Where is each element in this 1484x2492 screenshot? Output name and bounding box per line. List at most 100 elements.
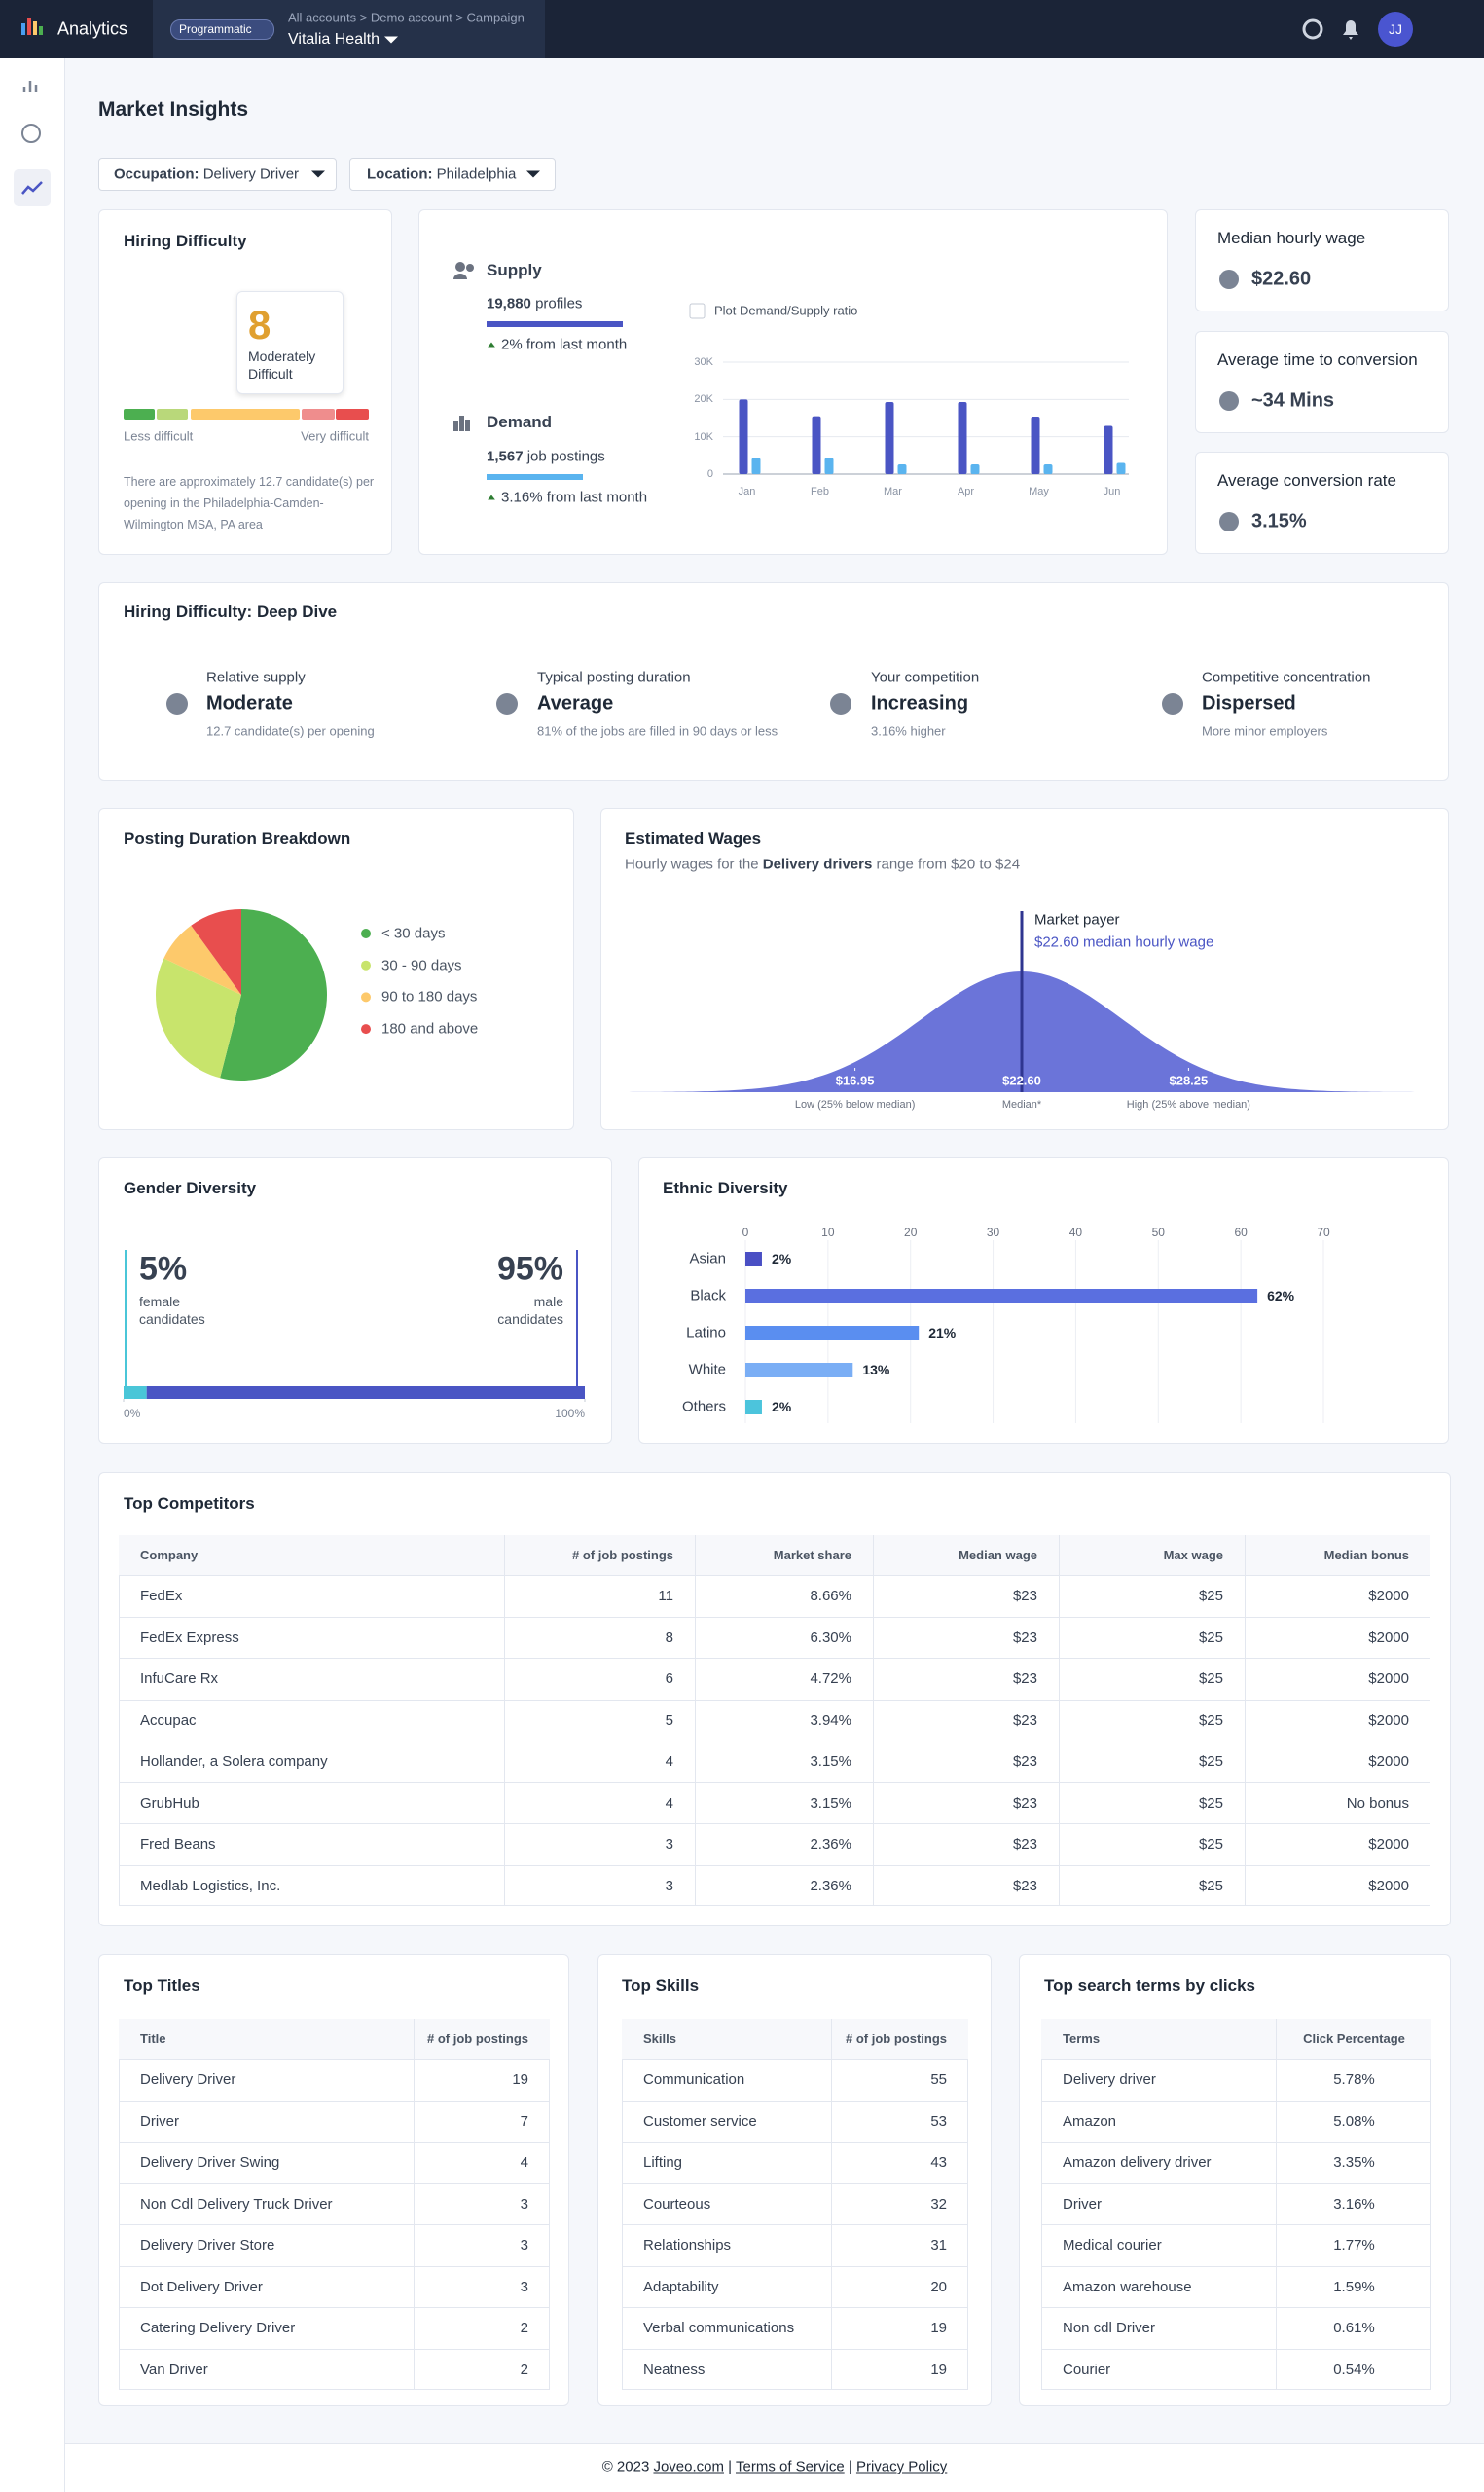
bar (958, 402, 967, 474)
x-tick-label: 70 (1317, 1226, 1330, 1239)
table-cell: 3.16% (1276, 2182, 1431, 2224)
scale-max-label: Very difficult (301, 428, 369, 444)
avatar[interactable] (1378, 12, 1413, 47)
deep-dive-icon (830, 693, 851, 715)
bar (812, 416, 821, 474)
table: Skills Communication Customer service Lifti… (622, 2019, 968, 2390)
legend-swatch (361, 960, 371, 971)
filter-button[interactable] (98, 158, 337, 191)
wage-caption: Low (25% below median) (794, 1099, 916, 1111)
x-tick-label: 60 (1234, 1226, 1248, 1239)
table-cell: 11 (504, 1575, 695, 1617)
table-cell: Non Cdl Delivery Truck Driver (119, 2182, 414, 2225)
table: Terms Delivery driver Amazon Amazon deliver… (1041, 2019, 1431, 2390)
filter[interactable]: Occupation: Delivery Driver (114, 166, 299, 183)
y-tick-label: Asian (689, 1250, 726, 1267)
table-cell: Customer service (622, 2100, 831, 2143)
table-cell: 7 (414, 2100, 550, 2142)
nav-reports[interactable] (22, 81, 38, 92)
x-tick-label: Jun (1103, 486, 1121, 497)
table-cell: Amazon (1041, 2100, 1276, 2143)
table-cell: 3.15% (695, 1781, 873, 1823)
table-cell: $23 (873, 1864, 1059, 1906)
y-tick-label: Others (681, 1398, 726, 1415)
x-tick-label: 100% (555, 1407, 585, 1420)
table-cell: 5 (504, 1699, 695, 1741)
y-tick-label: Black (690, 1287, 726, 1304)
column-header: Skills (622, 2019, 831, 2059)
x-tick-label: 20 (904, 1226, 918, 1239)
x-tick-label: Jan (738, 486, 756, 497)
score-popup (236, 291, 344, 394)
nav-insights[interactable] (21, 181, 43, 195)
metric-icon (1219, 512, 1239, 531)
percent-label: 95% (496, 1250, 563, 1288)
table-cell: 3 (414, 2182, 550, 2224)
help-icon[interactable] (1302, 18, 1323, 40)
table-cell: $2000 (1245, 1575, 1430, 1617)
table-cell: $25 (1059, 1699, 1245, 1741)
filter-label: Occupation: (114, 165, 199, 183)
value-label: 2% (771, 1399, 792, 1414)
table-cell: 4 (414, 2142, 550, 2183)
card-title: Posting Duration Breakdown (124, 829, 351, 848)
x-tick-label: 50 (1151, 1226, 1165, 1239)
metric-value: ~34 Mins (1251, 389, 1335, 412)
demand-icon (459, 416, 464, 431)
table-cell: $2000 (1245, 1616, 1430, 1658)
column-header: Median wage (873, 1535, 1059, 1575)
metric-value: 3.15% (1251, 510, 1307, 532)
x-tick-label: Feb (811, 486, 829, 497)
table-cell: 0.54% (1276, 2348, 1431, 2390)
metric-number: 1,567 (487, 448, 524, 465)
subtitle-part: range from $20 to $24 (872, 856, 1021, 873)
table-cell: 2 (414, 2348, 550, 2390)
footer-link[interactable]: Privacy Policy (855, 2458, 948, 2475)
nav-pie[interactable] (21, 124, 41, 143)
table-cell: 3.94% (695, 1699, 873, 1741)
table-cell: 19 (831, 2348, 968, 2390)
sidebar (0, 58, 65, 2492)
card (1195, 331, 1449, 433)
table-cell: Amazon delivery driver (1041, 2142, 1276, 2183)
deep-dive-note: 12.7 candidate(s) per opening (206, 723, 375, 739)
percent-caption: female candidates (139, 1294, 205, 1327)
notification-icon[interactable] (1343, 20, 1358, 40)
filter[interactable]: Location: Philadelphia (367, 166, 516, 183)
table-cell: Medlab Logistics, Inc. (119, 1864, 504, 1907)
logo-bar (39, 26, 43, 35)
table-cell: $25 (1059, 1823, 1245, 1865)
account-name[interactable]: Vitalia Health (288, 31, 380, 48)
legend-label: 90 to 180 days (381, 988, 478, 1006)
wage-value: $16.95 (835, 1073, 875, 1088)
up-arrow (488, 342, 495, 348)
card-title: Top Competitors (124, 1494, 255, 1513)
table-cell: Communication (622, 2059, 831, 2101)
table-cell: 19 (831, 2307, 968, 2349)
score: 8 (248, 302, 271, 348)
y-tick-label: 30K (694, 356, 713, 368)
checkbox[interactable] (689, 303, 706, 319)
table-cell: Courteous (622, 2182, 831, 2225)
bar-segment (146, 1386, 585, 1399)
badge[interactable]: Programmatic (170, 19, 274, 40)
page-title: Market Insights (98, 98, 249, 121)
metric-value: 1,567 job postings (487, 449, 605, 465)
bar (751, 458, 761, 474)
footer-link[interactable]: Joveo.com (653, 2458, 725, 2475)
table-cell: 3 (504, 1864, 695, 1906)
table-cell: 19 (414, 2059, 550, 2101)
footer-link[interactable]: Terms of Service (735, 2458, 845, 2475)
table-cell: 3 (414, 2224, 550, 2266)
table-cell: $25 (1059, 1864, 1245, 1906)
metric-value: $22.60 (1251, 268, 1312, 290)
sidebar-active-bg (14, 169, 51, 206)
supply-icon (453, 274, 467, 279)
x-tick-label: 0 (742, 1226, 749, 1239)
hiring-note: There are approximately 12.7 candidate(s… (124, 475, 375, 531)
filter-button[interactable] (349, 158, 556, 191)
table-cell: FedEx Express (119, 1616, 504, 1659)
difficulty-segment (124, 409, 155, 420)
x-tick-label: 10 (821, 1226, 835, 1239)
table-cell: 5.78% (1276, 2059, 1431, 2101)
